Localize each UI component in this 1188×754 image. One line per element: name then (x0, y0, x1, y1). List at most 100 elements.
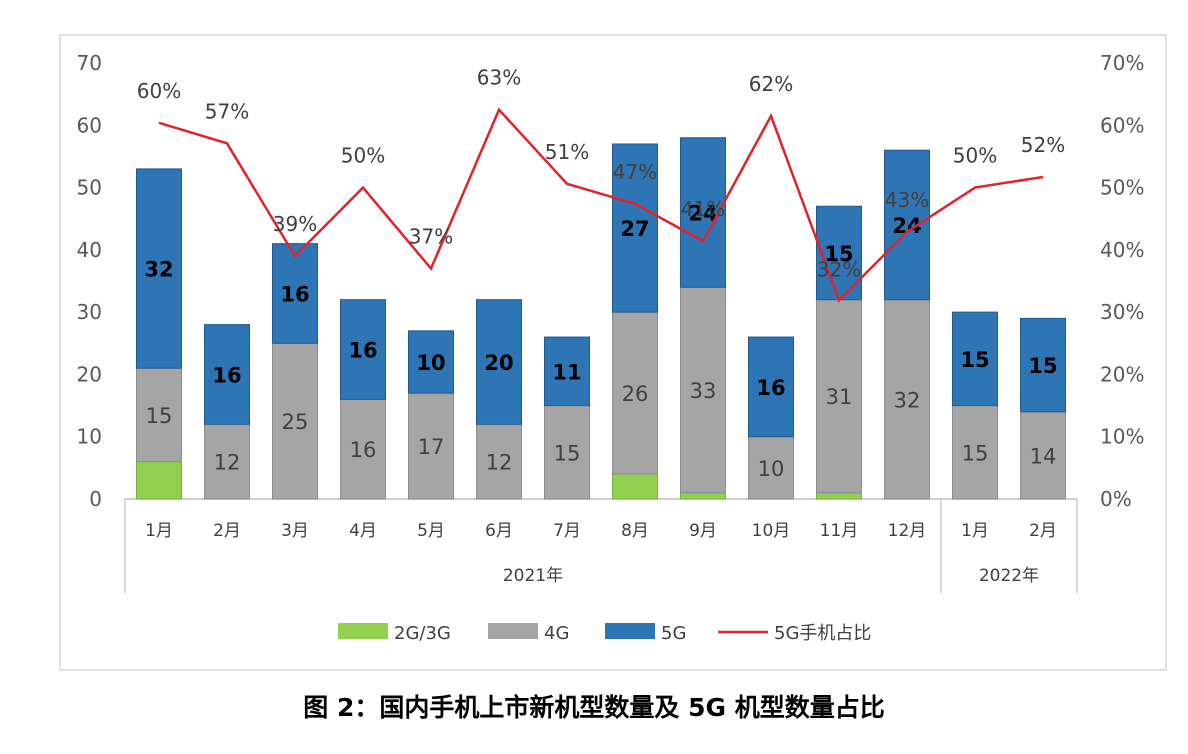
y-tick-label: 10 (77, 425, 102, 449)
bar-2g-3g (816, 492, 862, 500)
bar-label-4g: 17 (418, 435, 445, 459)
x-tick-label: 9月 (689, 521, 717, 541)
x-tick-label: 1月 (145, 521, 173, 541)
bar-label-4g: 12 (214, 451, 241, 475)
bar-4g (884, 299, 930, 500)
bar-2g-3g (612, 473, 658, 500)
bar-5g (884, 149, 930, 301)
bar-5g (612, 143, 658, 313)
share-label: 60% (137, 79, 181, 103)
share-label: 37% (409, 225, 453, 249)
bar-5g (272, 243, 318, 344)
x-tick-label: 2月 (1029, 521, 1057, 541)
y2-tick-label: 60% (1100, 113, 1144, 137)
share-label: 57% (205, 99, 249, 123)
bar-label-4g: 15 (554, 441, 581, 465)
bar-label-4g: 10 (758, 457, 785, 481)
bar-5g (1020, 317, 1066, 413)
legend-swatch (488, 623, 538, 639)
y2-tick-label: 40% (1100, 238, 1144, 262)
legend-label: 2G/3G (394, 623, 451, 644)
x-tick-label: 12月 (888, 521, 927, 541)
bar-label-5g: 15 (960, 348, 989, 372)
bar-label-5g: 20 (484, 351, 513, 375)
bar-label-5g: 16 (280, 282, 309, 306)
axes: 0 10 20 30 40 50 60 70 0% 10% 20% 30% 40% 50% 60% 70% 1月… (77, 51, 1144, 593)
bar-label-4g: 15 (146, 404, 173, 428)
x-tick-label: 10月 (752, 521, 791, 541)
y-tick-label: 60 (77, 113, 102, 137)
bar-4g (748, 436, 794, 500)
bar-label-4g: 32 (894, 388, 921, 412)
x-tick-label: 6月 (485, 521, 513, 541)
bar-5g (476, 299, 522, 425)
bar-label-5g: 16 (348, 339, 377, 363)
share-label: 50% (953, 144, 997, 168)
bar-label-4g: 31 (826, 385, 853, 409)
share-line-path (158, 107, 1044, 303)
bar-2g-3g (680, 492, 726, 500)
chart: 0 10 20 30 40 50 60 70 0% 10% 20% 30% 40% 50% 60% 70% 1月… (59, 34, 1167, 671)
x-tick-label: 4月 (349, 521, 377, 541)
y2-tick-label: 50% (1100, 176, 1144, 200)
bar-label-5g: 16 (212, 363, 241, 387)
bar-label-5g: 11 (552, 360, 581, 384)
x-tick-label: 1月 (961, 521, 989, 541)
bar-label-5g: 27 (620, 217, 649, 241)
bar-5g (952, 311, 998, 407)
bar-label-4g: 26 (622, 382, 649, 406)
x-tick-label: 7月 (553, 521, 581, 541)
y-tick-label: 40 (77, 238, 102, 262)
x-tick-label: 3月 (281, 521, 309, 541)
legend-label: 4G (544, 623, 569, 644)
bar-label-4g: 12 (486, 451, 513, 475)
bar-5g (340, 299, 386, 400)
bar-5g (544, 336, 590, 407)
bar-label-5g: 16 (756, 376, 785, 400)
bar-5g (408, 330, 454, 394)
share-line: 60% 57% 39% 50% 37% 63% 51% 47% 41% 62% 32% 43% 50% 5… (137, 66, 1065, 303)
share-label: 62% (749, 72, 793, 96)
x-tick-label: 5月 (417, 521, 445, 541)
year-group-label: 2021年 (503, 566, 563, 586)
share-label: 63% (477, 66, 521, 90)
legend-swatch (338, 623, 388, 639)
bar-4g (612, 311, 658, 475)
share-label: 52% (1021, 133, 1065, 157)
y2-tick-label: 10% (1100, 425, 1144, 449)
bar-label-5g: 10 (416, 351, 445, 375)
bar-label-4g: 14 (1030, 444, 1057, 468)
x-tick-label: 11月 (820, 521, 859, 541)
bar-4g (816, 299, 862, 494)
figure-caption: 图 2：国内手机上市新机型数量及 5G 机型数量占比 (303, 693, 885, 722)
x-tick-label: 8月 (621, 521, 649, 541)
y-tick-label: 20 (77, 362, 102, 386)
bar-5g (136, 168, 182, 369)
year-group-label: 2022年 (979, 566, 1039, 586)
y2-tick-label: 30% (1100, 300, 1144, 324)
bar-label-4g: 15 (962, 441, 989, 465)
share-label: 50% (341, 144, 385, 168)
legend: 2G/3G 4G 5G 5G手机占比 (338, 623, 871, 644)
bar-label-4g: 33 (690, 379, 717, 403)
bar-label-4g: 25 (282, 410, 309, 434)
bar-label-5g: 15 (1028, 354, 1057, 378)
bar-2g-3g (136, 461, 182, 500)
bar-5g (204, 324, 250, 425)
legend-label: 5G手机占比 (774, 623, 871, 644)
share-label: 41% (681, 197, 725, 221)
y-tick-label: 50 (77, 176, 102, 200)
share-label: 51% (545, 140, 589, 164)
bar-label-4g: 16 (350, 438, 377, 462)
share-label: 47% (613, 160, 657, 184)
bar-4g (136, 367, 182, 463)
y2-tick-label: 20% (1100, 362, 1144, 386)
bar-label-5g: 32 (144, 258, 173, 282)
y-tick-label: 70 (77, 51, 102, 75)
bar-5g (748, 336, 794, 438)
y-tick-label: 0 (89, 487, 102, 511)
bars: 1532121625161616171012201511262733241016… (136, 137, 1066, 500)
share-label: 43% (885, 188, 929, 212)
share-label: 39% (273, 212, 317, 236)
legend-label: 5G (661, 623, 686, 644)
